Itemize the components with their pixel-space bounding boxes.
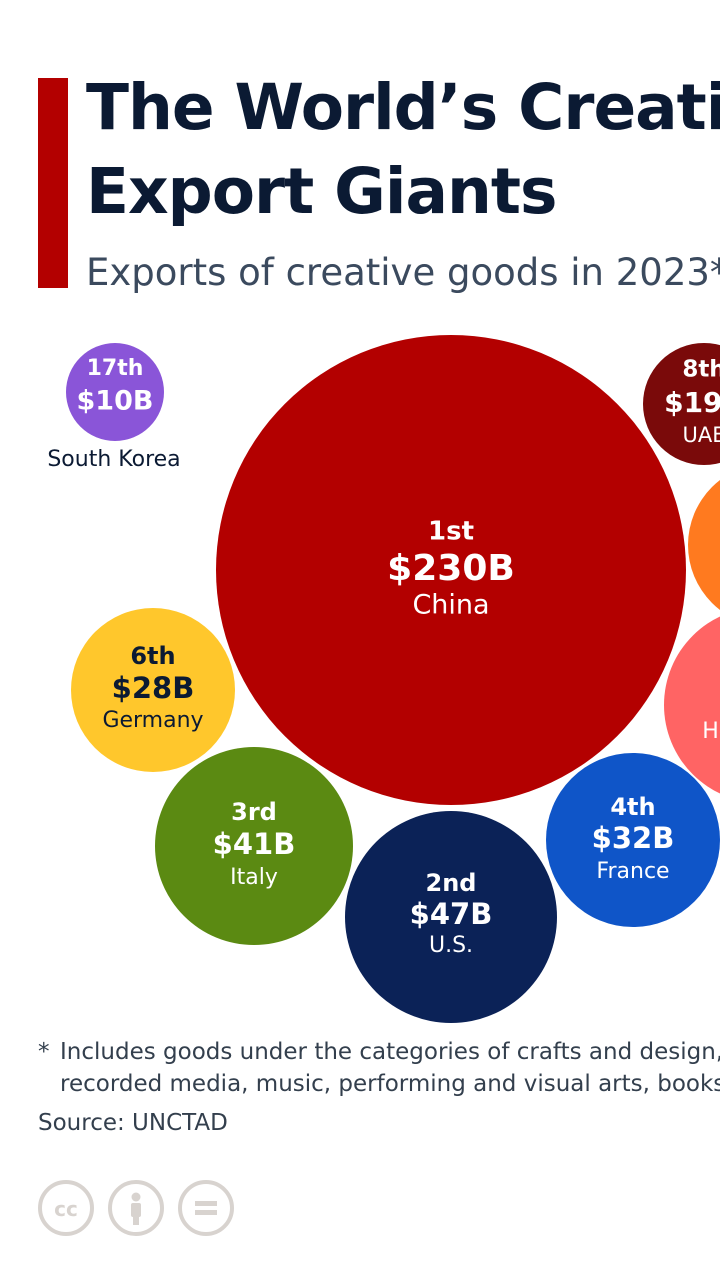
bubble-rank-china: 1st xyxy=(428,517,474,547)
attribution-icon[interactable] xyxy=(108,1180,164,1236)
footnote-line-2: recorded media, music, performing and vi… xyxy=(60,1071,720,1097)
bubble-rank-u-s: 2nd xyxy=(426,869,477,897)
footnote-line-1: Includes goods under the categories of c… xyxy=(60,1039,720,1065)
page-subtitle: Exports of creative goods in 2023* xyxy=(86,251,720,294)
bubble-value-france: $32B xyxy=(592,821,675,855)
bubble-france xyxy=(546,753,720,927)
bubble-value-germany: $28B xyxy=(112,671,195,705)
bubble-rank-south-korea: 17th xyxy=(87,356,144,381)
bubble-china xyxy=(216,335,686,805)
bubble-value-china: $230B xyxy=(387,548,515,589)
bubble-italy xyxy=(155,747,353,945)
svg-text:cc: cc xyxy=(54,1197,78,1221)
bubble-country-uae: UAE xyxy=(682,423,720,447)
bubble-value-uae: $19B xyxy=(664,386,720,419)
bubble-bubble-7 xyxy=(688,480,720,610)
bubble-country-south-korea: South Korea xyxy=(47,447,180,472)
footnote: * Includes goods under the categories of … xyxy=(38,1036,720,1100)
bubble-value-u-s: $47B xyxy=(410,897,493,931)
bubble-hong-kong xyxy=(664,616,720,794)
bubble-rank-france: 4th xyxy=(610,793,655,821)
bubble-country-hong-kong: Hong Kong xyxy=(702,719,720,744)
bubble-country-germany: Germany xyxy=(102,708,203,733)
page-title: The World’s Creative Export Giants xyxy=(86,71,720,228)
bubble-south-korea xyxy=(66,343,164,441)
bubble-rank-italy: 3rd xyxy=(231,798,277,826)
no-derivatives-icon[interactable] xyxy=(178,1180,234,1236)
bubble-value-italy: $41B xyxy=(213,827,296,861)
bubble-germany xyxy=(71,608,235,772)
bubble-rank-germany: 6th xyxy=(130,642,175,670)
bubble-value-south-korea: $10B xyxy=(77,386,154,417)
bubble-rank-uae: 8th xyxy=(682,357,720,383)
bubble-country-france: France xyxy=(596,859,669,884)
bubble-u-s xyxy=(345,811,557,1023)
license-icons: cc xyxy=(38,1180,234,1236)
bubble-country-u-s: U.S. xyxy=(429,933,473,958)
bubble-uae xyxy=(643,343,720,465)
bubble-country-china: China xyxy=(412,590,489,621)
title-accent-bar xyxy=(38,78,68,288)
source-text: Source: UNCTAD xyxy=(38,1110,228,1136)
cc-icon[interactable]: cc xyxy=(38,1180,94,1236)
bubble-country-italy: Italy xyxy=(230,865,278,890)
footnote-marker: * xyxy=(38,1039,50,1065)
